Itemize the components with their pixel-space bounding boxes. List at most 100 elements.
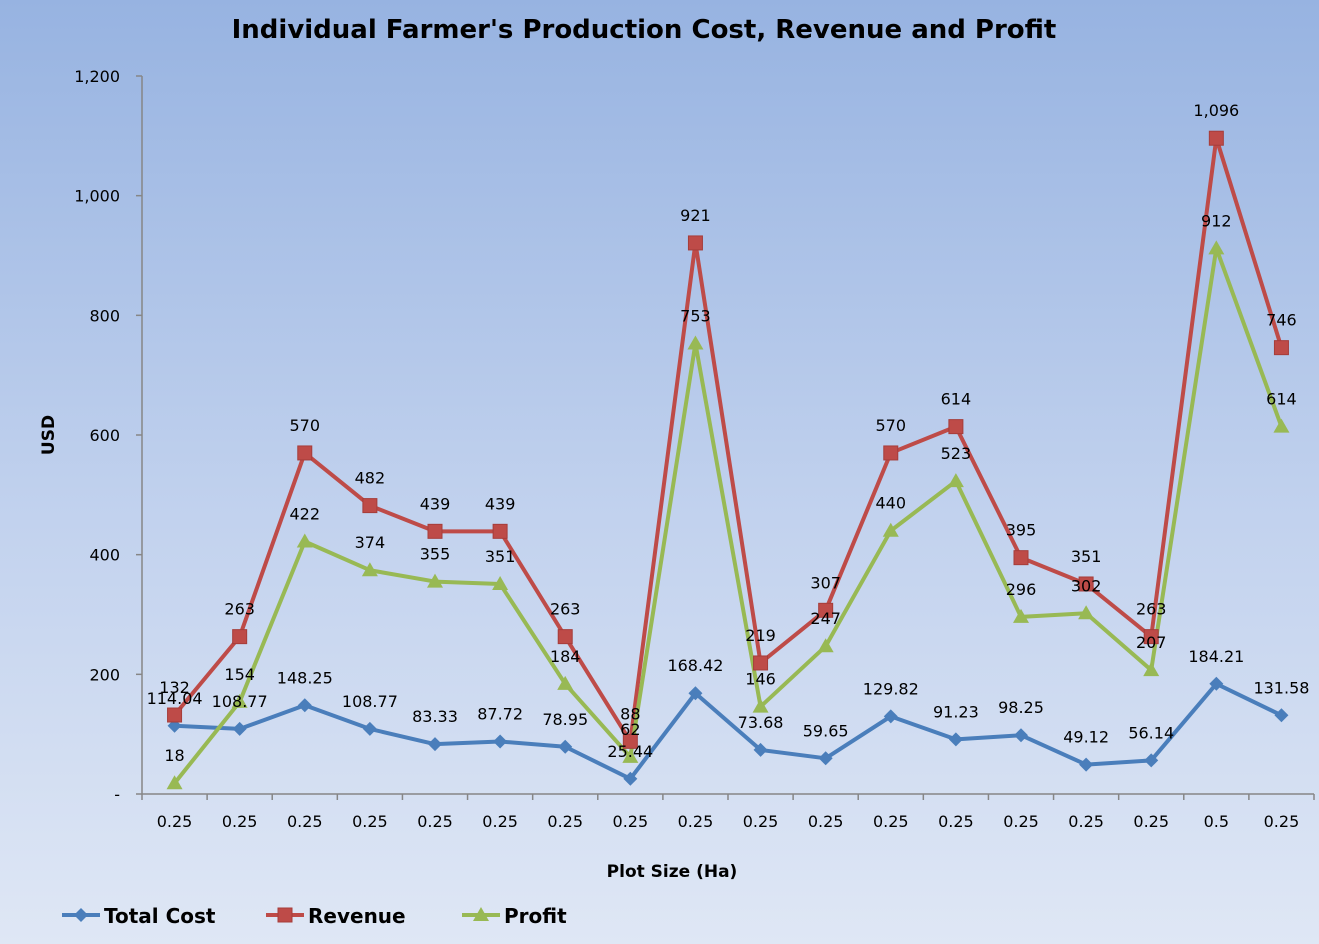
revenue-point [687,235,703,251]
revenue-data-label: 132 [159,678,190,697]
total-cost-data-label: 49.12 [1063,728,1109,747]
profit-point [752,698,769,713]
profit-data-label: 296 [1006,580,1037,599]
legend-total-cost-label: Total Cost [104,904,216,928]
y-tick-label: 200 [89,665,120,684]
data-labels: 114.04 108.77 148.25 108.77 83.33 87.72 78.95 2… [147,101,1310,765]
y-tick-label: 600 [89,426,120,445]
total-cost-data-label: 73.68 [738,713,784,732]
revenue-point [1143,629,1159,645]
x-tick-label: 0.25 [743,812,779,831]
x-axis-title: Plot Size (Ha) [607,862,738,882]
revenue-data-label: 307 [810,573,841,592]
profit-point [1273,418,1290,433]
x-tick-label: 0.25 [1133,812,1169,831]
profit-data-label: 422 [290,505,321,524]
revenue-data-label: 263 [224,600,255,619]
profit-point [882,522,899,537]
revenue-point [622,733,638,749]
revenue-data-label: 219 [745,626,776,645]
revenue-point [232,629,248,645]
revenue-point [492,523,508,539]
revenue-point [427,523,443,539]
profit-data-label: 146 [745,670,776,689]
x-tick-label: 0.25 [547,812,583,831]
chart-title: Individual Farmer's Production Cost, Rev… [232,15,1057,45]
revenue-line [173,136,1284,744]
revenue-data-label: 482 [355,469,386,488]
profit-data-label: 440 [876,494,907,513]
total-cost-point [883,709,898,724]
profit-data-label: 374 [355,533,386,552]
revenue-point [753,655,769,671]
x-tick-label: 0.25 [938,812,974,831]
profit-data-label: 753 [680,306,711,325]
legend-profit-label: Profit [504,904,567,928]
total-cost-point [753,742,768,757]
total-cost-data-label: 129.82 [863,679,919,698]
profit-point [1208,240,1225,255]
profit-point [427,573,443,588]
total-cost-point [688,686,703,701]
x-tick-label: 0.25 [222,812,258,831]
total-cost-point [297,698,312,713]
total-cost-data-label: 56.14 [1128,723,1174,742]
revenue-data-label: 263 [550,600,581,619]
revenue-point [167,707,183,723]
profit-point [1013,608,1029,623]
x-tick-label: 0.25 [287,812,323,831]
series-lines [172,136,1284,785]
total-cost-point [623,771,638,786]
total-cost-point [1209,676,1224,691]
profit-data-label: 355 [420,545,451,564]
profit-point [817,638,834,653]
legend-total-cost-marker [74,908,88,922]
total-cost-point [948,732,963,747]
legend-revenue-label: Revenue [308,904,406,928]
revenue-data-label: 1,096 [1193,101,1239,120]
revenue-data-label: 614 [941,390,972,409]
x-tick-label: 0.25 [157,812,193,831]
total-cost-data-label: 184.21 [1188,647,1244,666]
revenue-data-label: 263 [1136,600,1167,619]
profit-point [1143,662,1160,677]
profit-point [166,775,183,790]
total-cost-data-label: 91.23 [933,702,979,721]
total-cost-point [558,739,573,754]
total-cost-data-label: 87.72 [477,705,523,724]
x-tick-label: 0.5 [1204,812,1229,831]
x-tick-label: 0.25 [482,812,518,831]
total-cost-point [818,751,833,766]
profit-data-label: 302 [1071,576,1102,595]
total-cost-point [428,737,442,752]
y-axis-title: USD [39,415,59,455]
total-cost-line [174,681,1283,781]
total-cost-data-label: 148.25 [277,668,333,687]
revenue-data-label: 570 [290,416,321,435]
profit-data-label: 614 [1266,390,1297,409]
total-cost-data-label: 25.44 [607,742,653,761]
revenue-data-label: 439 [485,494,516,513]
profit-point [361,562,378,577]
revenue-data-label: 88 [620,704,640,723]
total-cost-data-label: 114.04 [147,689,203,708]
profit-point [557,675,574,690]
total-cost-data-label: 168.42 [667,656,723,675]
revenue-point [1013,550,1029,566]
profit-data-label: 247 [810,609,841,628]
x-tick-label: 0.25 [613,812,649,831]
y-tick-label: 1,200 [74,67,120,86]
y-tick-label: 1,000 [74,187,120,206]
profit-point [492,575,509,590]
total-cost-point [493,734,508,749]
x-tick-label: 0.25 [417,812,453,831]
revenue-point [362,498,378,514]
legend-profit-marker [473,907,489,921]
revenue-point [1273,340,1289,356]
revenue-point [948,419,964,435]
legend: Total Cost Revenue Profit [62,904,567,928]
total-cost-point [232,721,247,736]
revenue-point [1078,576,1094,592]
profit-data-label: 18 [164,746,184,765]
